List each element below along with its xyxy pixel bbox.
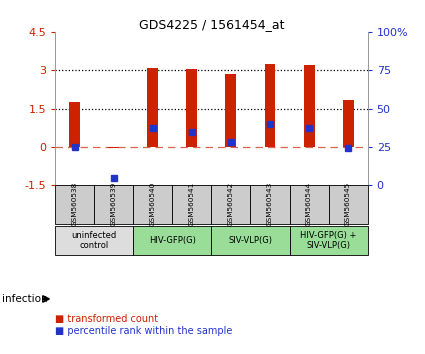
Bar — [55, 185, 94, 223]
Text: GSM560545: GSM560545 — [345, 182, 351, 227]
Text: GSM560541: GSM560541 — [189, 182, 195, 227]
Text: ■ transformed count: ■ transformed count — [55, 314, 159, 324]
Bar — [264, 64, 275, 147]
Bar — [133, 185, 173, 223]
Text: ■ percentile rank within the sample: ■ percentile rank within the sample — [55, 326, 232, 336]
Bar — [211, 185, 250, 223]
Text: GSM560543: GSM560543 — [267, 182, 273, 227]
Text: HIV-GFP(G) +
SIV-VLP(G): HIV-GFP(G) + SIV-VLP(G) — [300, 230, 357, 250]
Bar — [329, 185, 368, 223]
Text: GSM560539: GSM560539 — [111, 182, 117, 227]
Bar — [289, 185, 329, 223]
Bar — [250, 185, 289, 223]
Title: GDS4225 / 1561454_at: GDS4225 / 1561454_at — [139, 18, 284, 31]
Text: GSM560542: GSM560542 — [228, 182, 234, 227]
Text: infection: infection — [2, 294, 48, 304]
Text: uninfected
control: uninfected control — [72, 230, 117, 250]
Bar — [343, 99, 354, 147]
Bar — [173, 185, 211, 223]
Bar — [108, 147, 119, 148]
Bar — [211, 225, 289, 255]
Bar — [133, 225, 211, 255]
Bar — [303, 65, 314, 147]
Bar — [147, 68, 159, 147]
Text: GSM560540: GSM560540 — [150, 182, 156, 227]
Bar — [289, 225, 368, 255]
Bar — [187, 69, 197, 147]
Text: GSM560544: GSM560544 — [306, 182, 312, 227]
Text: GSM560538: GSM560538 — [72, 182, 78, 227]
Bar — [226, 74, 236, 147]
Text: HIV-GFP(G): HIV-GFP(G) — [149, 236, 196, 245]
Text: SIV-VLP(G): SIV-VLP(G) — [229, 236, 272, 245]
Bar — [94, 185, 133, 223]
Bar — [69, 102, 80, 147]
Bar — [55, 225, 133, 255]
